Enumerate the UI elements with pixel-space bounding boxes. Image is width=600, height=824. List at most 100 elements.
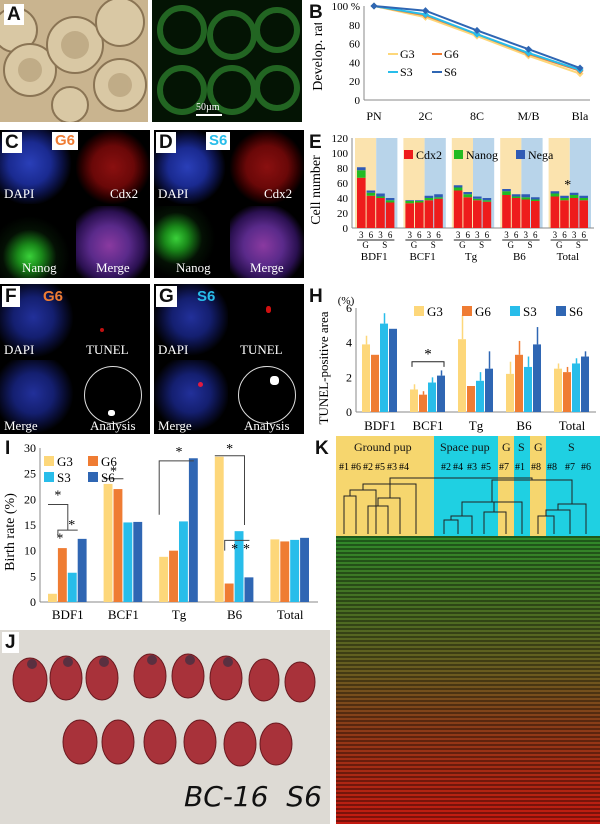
panel-j-photo: BC-16 S6 [0, 630, 330, 824]
e-bar-Nanog [424, 198, 434, 201]
h-legend-label: G6 [475, 304, 491, 319]
e-y-label: Cell number [309, 155, 324, 225]
e-y-tick: 60 [337, 178, 349, 190]
f-group-tag: G6 [43, 288, 64, 305]
g-label-analysis: Analysis [244, 418, 290, 433]
e-group-label: B6 [513, 251, 526, 263]
k-leaf-label: #1 [339, 462, 349, 473]
k-space-bg-3 [546, 436, 600, 536]
i-bar-G6 [224, 583, 234, 602]
h-bar-G6 [563, 372, 571, 412]
e-bar-Cdx2 [453, 190, 463, 228]
k-group-g1: G [502, 440, 511, 454]
c-merge-image [76, 206, 150, 278]
brightfield-embryos [0, 0, 148, 122]
e-bar-Nega [376, 193, 385, 197]
h-y-tick: 0 [346, 405, 352, 419]
k-ground-bg-2 [498, 436, 514, 536]
i-x-tick: BDF1 [52, 607, 84, 622]
k-dendrogram [343, 477, 587, 534]
chart-b-development-rate: 0 20 40 60 80 100 % Develop. rate PN 2C 8C M/B Bla G… [311, 1, 590, 123]
i-y-tick: 10 [24, 544, 36, 558]
g-label-tunel: TUNEL [240, 342, 283, 357]
i-bar-S3 [123, 522, 133, 602]
e-significance-star: * [564, 178, 571, 193]
i-significance-star: * [226, 442, 233, 457]
e-bar-Nega [463, 192, 472, 195]
h-bar-G3 [458, 339, 466, 412]
d-label-dapi: DAPI [158, 186, 189, 201]
e-bar-Cdx2 [511, 198, 521, 228]
e-y-tick: 120 [332, 133, 349, 145]
chart-i-birth-rate: 0 5 10 15 20 25 30 Birth rate (%) BDF1 BCF1 Tg B6 To… [3, 441, 318, 622]
e-bar-Nega [415, 200, 424, 201]
h-bar-G3 [410, 389, 418, 412]
e-bar-label: 6 [485, 230, 490, 240]
k-leaf-label: #4 [453, 462, 463, 473]
h-legend-swatch [414, 306, 424, 316]
i-bar-S6 [300, 537, 309, 602]
e-sub-label-s: S [527, 240, 532, 250]
panel-label-i: I [2, 438, 14, 459]
e-bar-label: 6 [533, 230, 538, 240]
i-legend-label: S6 [101, 470, 115, 485]
h-legend-label: G3 [427, 304, 443, 319]
scale-bar-label: 50µm [196, 102, 220, 113]
e-legend-label: Nega [528, 148, 554, 162]
b-legend-label: G3 [400, 47, 415, 61]
scale-bar [196, 114, 222, 116]
i-bar-S3 [290, 539, 300, 602]
b-x-tick: 8C [470, 109, 484, 123]
e-sub-label-s: S [382, 240, 387, 250]
b-y-tick: 100 % [332, 1, 360, 13]
h-bar-G3 [362, 344, 370, 412]
b-y-tick: 0 [355, 95, 361, 107]
e-y-tick: 0 [343, 223, 349, 235]
e-bar-label: 3 [572, 230, 577, 240]
e-bar-Nega [511, 194, 521, 197]
b-point-S3 [524, 49, 533, 57]
e-bar-label: 3 [523, 230, 528, 240]
c-label-merge: Merge [96, 260, 130, 275]
e-legend-swatch [404, 150, 413, 159]
f-label-merge: Merge [4, 418, 38, 433]
g-label-dapi: DAPI [158, 342, 189, 357]
e-bar-Nanog [405, 201, 414, 204]
h-bar-G6 [515, 354, 523, 412]
k-group-g2: G [534, 440, 543, 454]
i-bracket [224, 539, 250, 551]
e-bar-Cdx2 [424, 200, 434, 228]
h-unit-label: (%) [338, 295, 355, 307]
e-sub-label-s: S [479, 240, 484, 250]
panel-label-e: E [306, 132, 325, 153]
k-leaf-label: #5 [375, 462, 385, 473]
panel-label-g: G [156, 286, 177, 307]
e-bar-Cdx2 [415, 202, 424, 228]
i-bar-G6 [113, 489, 123, 602]
e-bar-Cdx2 [385, 202, 395, 228]
panel-k-header: Ground pup Space pup G S G S #1 #6 #2 #5 #3 #… [336, 436, 600, 536]
e-bar-Cdx2 [560, 200, 569, 228]
e-bar-Cdx2 [473, 200, 482, 228]
h-bar-S6 [437, 375, 445, 412]
k-space-bg-2 [514, 436, 530, 536]
e-bar-Nanog [482, 200, 492, 202]
b-series-line-G3 [373, 5, 581, 75]
panel-label-j: J [2, 632, 19, 653]
panel-label-c: C [2, 132, 22, 153]
i-significance-star: * [110, 465, 117, 480]
handwritten-label: BC-16 S6 [184, 780, 322, 813]
e-bar-Cdx2 [569, 198, 579, 228]
e-bar-Nega [366, 190, 376, 193]
e-y-tick: 80 [337, 163, 349, 175]
h-bar-S3 [380, 323, 388, 412]
k-leaf-label: #7 [499, 462, 509, 473]
g-analysis-image [230, 360, 304, 434]
k-leaf-labels: #1 #6 #2 #5 #3 #4 #2 #4 #3 #5 #7 #1 #8 #8 #7 #6 [339, 462, 591, 473]
b-y-label: Develop. rate [311, 15, 326, 90]
e-bar-Nanog [473, 198, 482, 201]
panel-f: DAPI TUNEL Merge Analysis [0, 284, 150, 434]
panel-c: DAPI Cdx2 Nanog Merge [0, 130, 150, 278]
d-label-merge: Merge [250, 260, 284, 275]
i-significance-star: * [176, 445, 183, 460]
